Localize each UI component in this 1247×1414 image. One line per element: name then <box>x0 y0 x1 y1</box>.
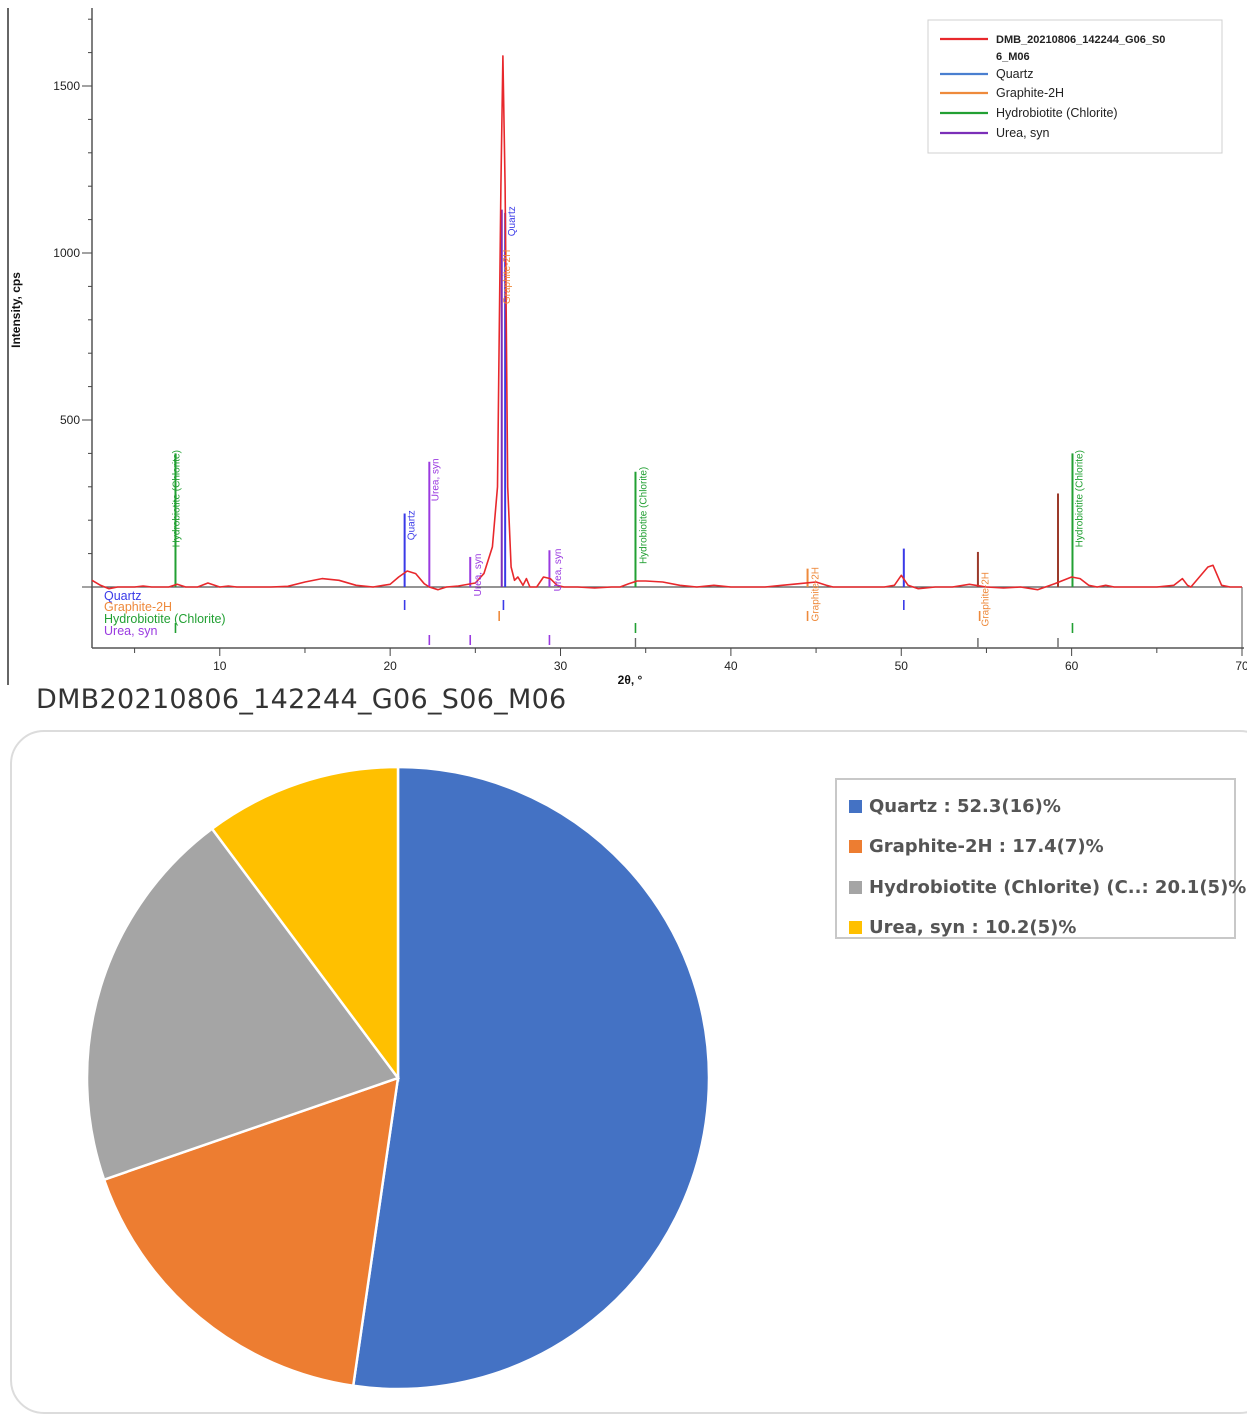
xrd-chart: 500 1000 1500 Intensity, cps 10 20 30 40 50 60 70 2… <box>0 0 1247 688</box>
peak-label: Hydrobiotite (Chlorite) <box>171 450 182 547</box>
xrd-legend-label: DMB_20210806_142244_G06_S0 <box>996 34 1165 46</box>
phase-row-label: Graphite-2H <box>104 600 172 614</box>
x-tick-label: 10 <box>213 659 227 673</box>
x-tick-label: 20 <box>383 659 397 673</box>
x-tick-label: 40 <box>724 659 738 673</box>
phase-row-label: Hydrobiotite (Chlorite) <box>104 612 226 626</box>
peak-label: Urea, syn <box>430 458 441 501</box>
pie-slice <box>351 765 711 1391</box>
x-tick-label: 70 <box>1235 659 1247 673</box>
xrd-legend-label: Urea, syn <box>996 126 1050 140</box>
y-axis-label: Intensity, cps <box>9 272 23 348</box>
pie-legend-swatch <box>849 799 862 813</box>
pattern-line <box>91 55 1242 591</box>
pie-legend-label: Hydrobiotite (Chlorite) (C..: 20.1(5)% <box>869 876 1247 898</box>
peak-label: Hydrobiotite (Chlorite) <box>1074 450 1085 547</box>
peak-label: Quartz <box>507 206 518 236</box>
pie-legend: Quartz : 52.3(16)% Graphite-2H : 17.4(7)… <box>835 778 1246 939</box>
peak-label: Urea, syn <box>553 549 564 592</box>
xrd-legend-label: Graphite-2H <box>996 86 1064 100</box>
phase-row-label: Urea, syn <box>104 624 158 638</box>
peak-label: Quartz <box>407 510 418 540</box>
xrd-legend-label: Quartz <box>996 67 1034 81</box>
pie-chart <box>85 765 711 1391</box>
pie-legend-swatch <box>849 840 862 854</box>
xrd-legend: DMB_20210806_142244_G06_S0 6_M06 Quartz Gra… <box>927 19 1223 154</box>
pie-legend-label: Graphite-2H : 17.4(7)% <box>869 836 1104 858</box>
pie-legend-label: Quartz : 52.3(16)% <box>869 795 1061 817</box>
pie-legend-item: Quartz : 52.3(16)% <box>837 786 1234 827</box>
xrd-legend-label: Hydrobiotite (Chlorite) <box>996 106 1118 120</box>
phase-row-label: Quartz <box>104 589 142 603</box>
xrd-plot: 500 1000 1500 Intensity, cps 10 20 30 40 50 60 70 2… <box>7 8 1247 687</box>
pie-slice <box>210 765 400 1082</box>
peak-label: Graphite-2H <box>502 250 513 304</box>
peak-label: Urea, syn <box>473 554 484 597</box>
x-axis-label: 2θ, ° <box>618 673 643 687</box>
peak-label: Hydrobiotite (Chlorite) <box>638 467 649 564</box>
peak-label: Graphite-2H <box>981 572 992 626</box>
pie-legend-swatch <box>849 921 862 935</box>
xrd-legend-box <box>927 19 1223 154</box>
y-tick-label: 500 <box>60 413 80 427</box>
y-tick-label: 1000 <box>53 246 80 260</box>
pie-slice <box>85 826 401 1182</box>
y-tick-label: 1500 <box>53 79 80 93</box>
pie-legend-swatch <box>849 880 862 894</box>
pie-legend-item: Graphite-2H : 17.4(7)% <box>837 827 1234 868</box>
x-tick-label: 30 <box>554 659 568 673</box>
pie-legend-item: Urea, syn : 10.2(5)% <box>837 908 1234 949</box>
pie-legend-item: Hydrobiotite (Chlorite) (C..: 20.1(5)% <box>837 867 1246 908</box>
xrd-legend-label: 6_M06 <box>996 51 1030 63</box>
peak-label: Graphite-2H <box>810 567 821 621</box>
pie-legend-label: Urea, syn : 10.2(5)% <box>869 917 1077 939</box>
x-tick-label: 50 <box>895 659 909 673</box>
pie-chart-title: DMB20210806_142244_G06_S06_M06 <box>36 684 567 715</box>
x-tick-label: 60 <box>1065 659 1079 673</box>
